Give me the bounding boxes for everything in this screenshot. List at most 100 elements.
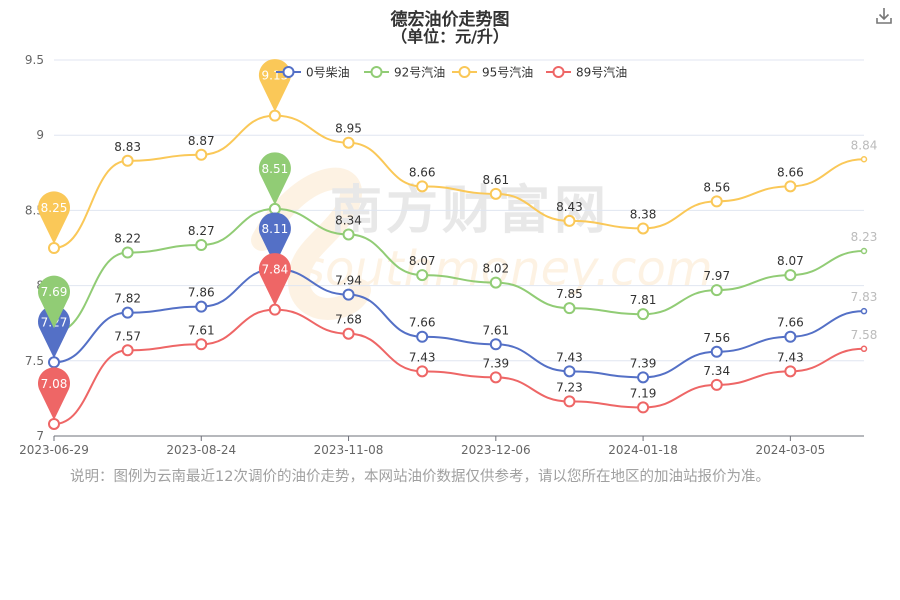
pin-shape: [37, 191, 70, 244]
data-point: [637, 401, 650, 414]
data-label: 7.34: [703, 364, 730, 378]
data-label: 7.43: [777, 350, 804, 364]
data-point: [489, 371, 502, 384]
data-label: 8.07: [777, 254, 804, 268]
legend-item-3: 89号汽油: [546, 65, 627, 80]
chart-subtitle: （单位：元/升）: [391, 27, 509, 46]
data-label: 7.19: [630, 386, 657, 400]
data-point: [268, 202, 281, 215]
min-pin-1: 7.69: [37, 275, 71, 329]
series-line: [53, 308, 865, 425]
series-2: 8.83 8.87 8.95 8.66 8.61 8.43 8.38 8.56 8.66 8.84: [48, 109, 878, 254]
legend-label: 89号汽油: [576, 65, 627, 80]
footnote: 说明：图例为云南最近12次调价的油价走势，本网站油价数据仅供参考，请以您所在地区…: [70, 469, 770, 485]
data-label: 7.57: [114, 329, 141, 343]
legend-label: 95号汽油: [482, 65, 533, 80]
data-point: [342, 228, 355, 241]
data-label: 7.58: [851, 328, 878, 342]
data-point: [342, 288, 355, 301]
data-point: [121, 344, 134, 357]
line-chart: 南方财富网southmoney.com77.588.599.52023-06-2…: [19, 53, 878, 457]
series-0: 7.82 7.86 7.94 7.66 7.61 7.43 7.39 7.56 7.66 7.83: [48, 263, 878, 384]
x-tick-label: 2023-11-08: [314, 443, 384, 457]
data-label: 8.34: [335, 213, 362, 227]
data-point: [48, 242, 60, 254]
data-point: [784, 365, 797, 378]
data-label: 7.81: [630, 293, 657, 307]
watermark-logo: [251, 167, 371, 320]
download-icon[interactable]: [874, 6, 894, 26]
data-point: [268, 303, 281, 316]
data-point: [195, 148, 208, 161]
data-label: 8.61: [482, 173, 509, 187]
data-label: 8.56: [703, 180, 730, 194]
data-label: 7.86: [188, 286, 215, 300]
watermark-en: southmoney.com: [300, 241, 713, 297]
max-pin-1: 8.51: [258, 152, 291, 205]
x-tick-label: 2023-08-24: [166, 443, 236, 457]
data-label: 8.66: [409, 165, 436, 179]
data-label: 7.39: [630, 356, 657, 370]
data-point: [342, 327, 355, 340]
data-label: 7.66: [777, 316, 804, 330]
y-tick-label: 9: [36, 128, 44, 142]
legend-label: 92号汽油: [394, 65, 445, 80]
x-tick-label: 2023-12-06: [461, 443, 531, 457]
pin-label: 7.84: [262, 263, 289, 277]
data-label: 7.61: [188, 323, 215, 337]
data-point: [710, 284, 723, 297]
data-point: [860, 247, 868, 255]
data-label: 8.43: [556, 200, 583, 214]
data-label: 8.84: [851, 138, 878, 152]
data-point: [195, 238, 208, 251]
legend-item-1: 92号汽油: [364, 65, 445, 80]
data-label: 8.02: [482, 262, 509, 276]
pin-shape: [37, 305, 71, 359]
max-pin-3: 7.84: [258, 253, 291, 306]
min-pin-2: 8.25: [37, 191, 70, 244]
y-tick-label: 7: [36, 429, 44, 443]
data-point: [710, 195, 723, 208]
pin-label: 7.69: [41, 285, 68, 299]
x-tick-label: 2024-03-05: [755, 443, 825, 457]
data-point: [195, 338, 208, 351]
pin-shape: [37, 367, 71, 420]
data-point: [48, 417, 60, 430]
data-point: [416, 269, 429, 282]
data-label: 7.61: [482, 323, 509, 337]
data-label: 8.87: [188, 134, 215, 148]
data-point: [860, 156, 868, 163]
data-label: 8.95: [335, 122, 362, 136]
y-tick-label: 9.5: [25, 53, 44, 67]
legend-item-0: 0号柴油: [276, 66, 350, 80]
x-tick-label: 2023-06-29: [19, 443, 89, 457]
data-label: 7.97: [703, 269, 730, 283]
data-point: [121, 154, 134, 167]
data-point: [268, 109, 281, 122]
legend-marker: [552, 66, 565, 78]
data-label: 7.56: [703, 331, 730, 345]
data-point: [48, 356, 60, 369]
data-point: [121, 246, 134, 259]
pin-label: 7.08: [41, 377, 68, 391]
pin-shape: [258, 253, 291, 306]
legend-item-2: 95号汽油: [452, 65, 533, 80]
data-point: [860, 345, 868, 353]
data-point: [563, 302, 576, 315]
min-pin-3: 7.08: [37, 367, 71, 420]
data-label: 8.83: [114, 140, 141, 154]
series-3: 7.57 7.61 7.68 7.43 7.39 7.23 7.19 7.34 7.43 7.58: [48, 303, 878, 430]
pin-label: 8.25: [41, 201, 68, 215]
data-point: [416, 365, 429, 378]
pin-shape: [258, 152, 291, 205]
data-label: 7.82: [114, 292, 141, 306]
legend-marker: [282, 66, 295, 78]
data-point: [784, 330, 797, 343]
data-point: [784, 180, 797, 193]
data-point: [195, 300, 208, 313]
data-label: 8.22: [114, 232, 141, 246]
pin-shape: [37, 275, 71, 329]
data-label: 7.94: [335, 274, 362, 288]
data-label: 7.83: [851, 290, 878, 304]
